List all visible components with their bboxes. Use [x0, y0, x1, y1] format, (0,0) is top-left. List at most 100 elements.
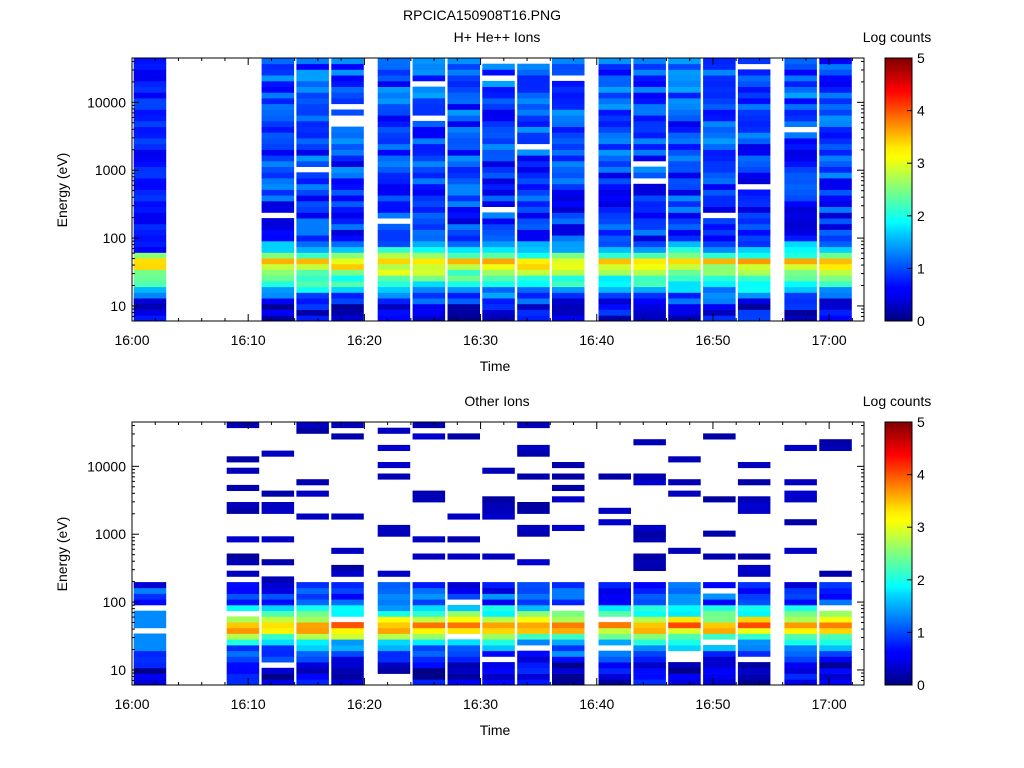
- spectrogram-cell: [784, 519, 817, 526]
- spectrogram-cell: [261, 616, 295, 623]
- spectrogram-cell: [737, 496, 771, 503]
- spectrogram-cell: [133, 132, 167, 139]
- spectrogram-cell: [133, 58, 167, 65]
- spectrogram-cell: [296, 58, 329, 65]
- spectrogram-cell: [133, 235, 167, 242]
- spectrogram-cell: [668, 315, 701, 322]
- spectrogram-cell: [633, 263, 666, 270]
- spectrogram-cell: [133, 258, 167, 265]
- spectrogram-cell: [133, 587, 167, 594]
- spectrogram-cell: [447, 80, 480, 87]
- spectrogram-cell: [784, 218, 817, 225]
- spectrogram-cell: [784, 258, 817, 265]
- spectrogram-cell: [819, 109, 852, 116]
- spectrogram-cell: [633, 439, 666, 446]
- spectrogram-cell: [737, 98, 771, 105]
- spectrogram-cell: [133, 645, 167, 652]
- spectrogram-cell: [412, 292, 446, 299]
- spectrogram-cell: [819, 656, 852, 663]
- spectrogram-cell: [517, 444, 550, 451]
- spectrogram-cell: [482, 298, 515, 305]
- spectrogram-cell: [412, 433, 446, 440]
- spectrogram-cell: [737, 462, 771, 469]
- spectrogram-cell: [703, 662, 736, 669]
- spectrogram-cell: [412, 218, 446, 225]
- spectrogram-cell: [447, 616, 480, 623]
- spectrogram-cell: [447, 206, 480, 213]
- spectrogram-cell: [133, 109, 167, 116]
- spectrogram-cell: [703, 275, 736, 282]
- spectrogram-cell: [552, 98, 585, 105]
- spectrogram-cell: [377, 115, 411, 122]
- spectrogram-cell: [261, 166, 295, 173]
- spectrogram-cell: [261, 450, 295, 457]
- spectrogram-cell: [331, 160, 364, 167]
- spectrogram-cell: [482, 553, 515, 560]
- spectrogram-cell: [633, 189, 666, 196]
- spectrogram-cell: [737, 103, 771, 110]
- spectrogram-cell: [703, 269, 736, 276]
- spectrogram-cell: [331, 622, 364, 629]
- spectrogram-cell: [447, 513, 480, 520]
- spectrogram-cell: [261, 303, 295, 310]
- spectrogram-cell: [447, 269, 480, 276]
- spectrogram-cell: [598, 679, 631, 686]
- spectrogram-cell: [133, 115, 167, 122]
- spectrogram-cell: [412, 422, 446, 429]
- spectrogram-cell: [598, 627, 631, 634]
- spectrogram-cell: [296, 275, 329, 282]
- spectrogram-cell: [261, 622, 295, 629]
- spectrogram-cell: [668, 241, 701, 248]
- spectrogram-cell: [668, 667, 701, 674]
- spectrogram-cell: [784, 633, 817, 640]
- spectrogram-cell: [819, 58, 852, 65]
- spectrogram-cell: [482, 496, 515, 503]
- spectrogram-cell: [517, 605, 550, 612]
- spectrogram-cell: [703, 582, 736, 589]
- spectrogram-cell: [552, 126, 585, 133]
- spectrogram-cell: [784, 315, 817, 322]
- spectrogram-cell: [737, 138, 771, 145]
- spectrogram-cell: [482, 241, 515, 248]
- spectrogram-cell: [598, 275, 631, 282]
- spectrogram-cell: [703, 645, 736, 652]
- spectrogram-cell: [552, 246, 585, 253]
- spectrogram-cell: [261, 502, 295, 509]
- spectrogram-cell: [633, 559, 666, 566]
- spectrogram-cell: [296, 627, 329, 634]
- spectrogram-cell: [133, 667, 167, 674]
- spectrogram-cell: [517, 258, 550, 265]
- spectrogram-cell: [482, 120, 515, 127]
- spectrogram-cell: [598, 223, 631, 230]
- spectrogram-cell: [482, 662, 515, 669]
- spectrogram-cell: [737, 627, 771, 634]
- spectrogram-cell: [377, 610, 411, 617]
- spectrogram-cell: [784, 252, 817, 259]
- spectrogram-cell: [668, 126, 701, 133]
- spectrogram-cell: [552, 639, 585, 646]
- spectrogram-cell: [819, 120, 852, 127]
- spectrogram-cell: [552, 200, 585, 207]
- spectrogram-cell: [668, 86, 701, 93]
- spectrogram-cell: [331, 166, 364, 173]
- y-tick-label: 1000: [95, 526, 126, 542]
- spectrogram-cell: [133, 241, 167, 248]
- spectrogram-cell: [296, 639, 329, 646]
- spectrogram-cell: [377, 462, 411, 469]
- x-tick-label: 16:30: [463, 332, 498, 348]
- spectrogram-cell: [261, 58, 295, 65]
- spectrogram-cell: [261, 605, 295, 612]
- spectrogram-cell: [552, 138, 585, 145]
- spectrogram-cell: [331, 86, 364, 93]
- spectrogram-cell: [784, 645, 817, 652]
- spectrogram-cell: [412, 587, 446, 594]
- spectrogram-cell: [703, 298, 736, 305]
- spectrogram-cell: [412, 599, 446, 606]
- spectrogram-cell: [377, 616, 411, 623]
- spectrogram-cell: [598, 507, 631, 514]
- spectrogram-cell: [819, 246, 852, 253]
- spectrogram-cell: [412, 490, 446, 497]
- spectrogram-cell: [261, 103, 295, 110]
- spectrogram-cell: [331, 547, 364, 554]
